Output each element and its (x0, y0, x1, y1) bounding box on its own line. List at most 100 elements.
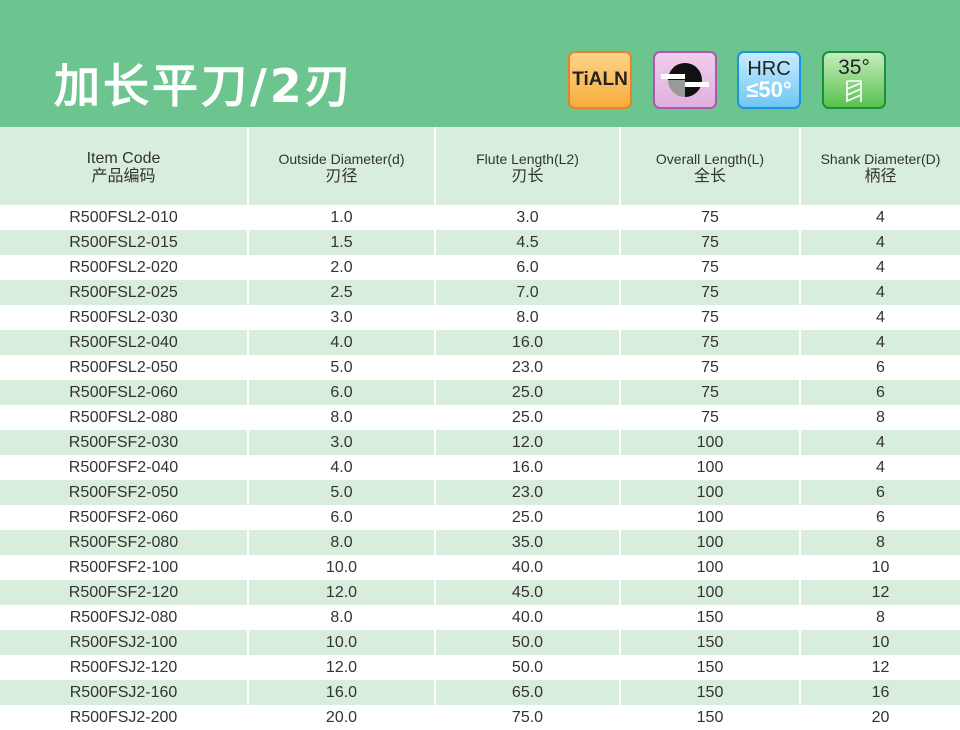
cell-shank-diameter: 6 (799, 480, 960, 505)
cell-shank-diameter: 4 (799, 430, 960, 455)
cell-flute-length: 50.0 (434, 630, 620, 655)
table-row: R500FSJ2-120 12.0 50.0 150 12 (0, 655, 960, 680)
page-title: 加长平刀/2刃 (54, 59, 354, 113)
table-row: R500FSL2-010 1.0 3.0 75 4 (0, 205, 960, 230)
cell-overall-length: 75 (619, 280, 800, 305)
cell-flute-length: 25.0 (434, 405, 620, 430)
cell-flute-length: 75.0 (434, 705, 620, 730)
hrc-label: HRC (747, 58, 791, 80)
cell-overall-length: 150 (619, 655, 800, 680)
table-header-row: Item Code 产品编码 Outside Diameter(d) 刃径 Flut… (0, 127, 960, 205)
cell-shank-diameter: 6 (799, 355, 960, 380)
col-item-code: Item Code 产品编码 (0, 127, 248, 205)
cell-shank-diameter: 16 (799, 680, 960, 705)
cell-item-code: R500FSL2-050 (69, 358, 178, 376)
cell-item-code: R500FSJ2-120 (69, 658, 178, 676)
cell-outside-diameter: 8.0 (247, 530, 435, 555)
cell-shank-diameter: 4 (799, 205, 960, 230)
cell-outside-diameter: 10.0 (247, 555, 435, 580)
table-row: R500FSF2-100 10.0 40.0 100 10 (0, 555, 960, 580)
cell-outside-diameter: 2.0 (247, 255, 435, 280)
table-row: R500FSJ2-200 20.0 75.0 150 20 (0, 705, 960, 730)
col-outside-diameter: Outside Diameter(d) 刃径 (247, 127, 435, 205)
cell-flute-length: 40.0 (434, 605, 620, 630)
cell-shank-diameter: 4 (799, 255, 960, 280)
cell-flute-length: 23.0 (434, 355, 620, 380)
cell-item-code: R500FSL2-060 (0, 380, 248, 405)
cell-outside-diameter: 3.0 (247, 430, 435, 455)
cell-item-code: R500FSF2-100 (68, 558, 179, 576)
cell-overall-length: 100 (619, 430, 800, 455)
cell-flute-length: 16.0 (434, 455, 620, 480)
cell-shank-diameter: 6 (799, 505, 960, 530)
cell-overall-length: 75 (619, 355, 800, 380)
cell-shank-diameter: 12 (799, 655, 960, 680)
table-row: R500FSF2-120 12.0 45.0 100 12 (0, 580, 960, 605)
cell-item-code: R500FSF2-120 (0, 580, 248, 605)
cell-item-code: R500FSF2-050 (0, 480, 248, 505)
cell-shank-diameter: 10 (799, 555, 960, 580)
cell-overall-length: 150 (619, 705, 800, 730)
table-row: R500FSJ2-160 16.0 65.0 150 16 (0, 680, 960, 705)
table-row: R500FSJ2-100 10.0 50.0 150 10 (0, 630, 960, 655)
hardness-badge: HRC ≤50° (737, 51, 801, 109)
cell-overall-length: 100 (619, 530, 800, 555)
table-row: R500FSL2-080 8.0 25.0 75 8 (0, 405, 960, 430)
cell-overall-length: 100 (619, 580, 800, 605)
cell-overall-length: 100 (619, 480, 800, 505)
cell-flute-length: 40.0 (434, 555, 620, 580)
cell-outside-diameter: 1.5 (247, 230, 435, 255)
cell-flute-length: 16.0 (434, 330, 620, 355)
cell-overall-length: 75 (619, 230, 800, 255)
cell-flute-length: 6.0 (434, 255, 620, 280)
cell-shank-diameter: 8 (799, 405, 960, 430)
helix-flute-icon (846, 80, 862, 102)
helix-angle-value: 35° (838, 56, 870, 79)
cell-shank-diameter: 4 (799, 455, 960, 480)
table-row: R500FSL2-025 2.5 7.0 75 4 (0, 280, 960, 305)
cell-outside-diameter: 8.0 (247, 405, 435, 430)
cell-outside-diameter: 10.0 (247, 630, 435, 655)
table-row: R500FSF2-060 6.0 25.0 100 6 (0, 505, 960, 530)
coating-label: TiALN (572, 69, 628, 90)
cell-shank-diameter: 10 (799, 630, 960, 655)
cell-overall-length: 75 (619, 305, 800, 330)
cell-item-code: R500FSL2-080 (69, 408, 178, 426)
table-row: R500FSL2-020 2.0 6.0 75 4 (0, 255, 960, 280)
cell-overall-length: 75 (619, 255, 800, 280)
cell-shank-diameter: 20 (799, 705, 960, 730)
cell-shank-diameter: 4 (799, 305, 960, 330)
cell-flute-length: 25.0 (434, 505, 620, 530)
cell-item-code: R500FSF2-060 (68, 508, 179, 526)
product-table: Item Code 产品编码 Outside Diameter(d) 刃径 Flut… (0, 127, 960, 730)
cell-overall-length: 100 (619, 455, 800, 480)
cell-outside-diameter: 12.0 (247, 655, 435, 680)
cell-outside-diameter: 5.0 (247, 355, 435, 380)
cell-item-code: R500FSJ2-100 (0, 630, 248, 655)
cutting-edge-icon (661, 63, 709, 97)
table-row: R500FSF2-050 5.0 23.0 100 6 (0, 480, 960, 505)
table-row: R500FSL2-040 4.0 16.0 75 4 (0, 330, 960, 355)
cell-outside-diameter: 4.0 (247, 330, 435, 355)
cell-flute-length: 23.0 (434, 480, 620, 505)
cell-item-code: R500FSJ2-160 (0, 680, 248, 705)
cell-item-code: R500FSF2-030 (0, 430, 248, 455)
cell-item-code: R500FSL2-030 (69, 308, 178, 326)
cell-item-code: R500FSL2-010 (69, 208, 178, 226)
cell-overall-length: 75 (619, 380, 800, 405)
cell-flute-length: 50.0 (434, 655, 620, 680)
table-row: R500FSJ2-080 8.0 40.0 150 8 (0, 605, 960, 630)
cutting-edge-badge (653, 51, 717, 109)
cell-shank-diameter: 12 (799, 580, 960, 605)
col-flute-length: Flute Length(L2) 刃长 (434, 127, 620, 205)
cell-outside-diameter: 5.0 (247, 480, 435, 505)
cell-shank-diameter: 6 (799, 380, 960, 405)
col-overall-length: Overall Length(L) 全长 (619, 127, 800, 205)
cell-shank-diameter: 8 (799, 605, 960, 630)
cell-outside-diameter: 12.0 (247, 580, 435, 605)
cell-shank-diameter: 4 (799, 330, 960, 355)
table-row: R500FSF2-040 4.0 16.0 100 4 (0, 455, 960, 480)
coating-badge: TiALN (568, 51, 632, 109)
cell-shank-diameter: 4 (799, 230, 960, 255)
cell-outside-diameter: 8.0 (247, 605, 435, 630)
